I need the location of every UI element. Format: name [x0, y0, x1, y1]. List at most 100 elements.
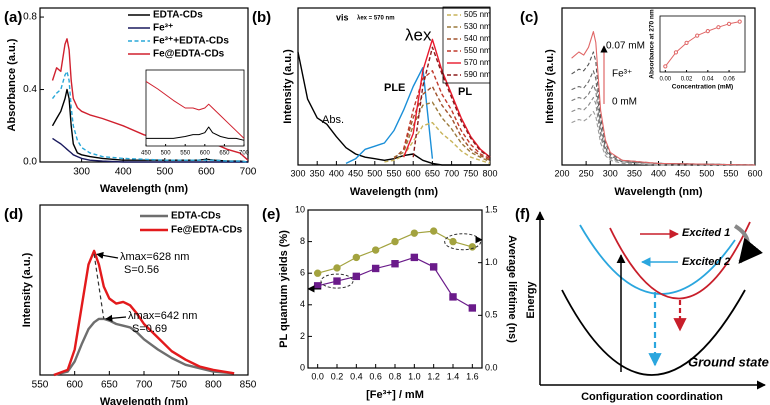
y-tick-label: 2 [300, 331, 305, 341]
legend-label: 590 nm [464, 70, 491, 79]
annotation: Abs. [322, 114, 344, 126]
data-point [663, 64, 668, 69]
panel-label: (a) [4, 9, 22, 26]
annotation: 0.07 mM [606, 41, 645, 52]
axis-label: Energy [525, 280, 537, 318]
y-tick-label: 10 [295, 204, 305, 214]
data-point [726, 21, 732, 26]
data-point [333, 264, 341, 272]
annotation: Fe³⁺ [612, 69, 632, 80]
legend-label: Fe@EDTA-CDs [171, 225, 243, 236]
x-tick-label: 0.06 [723, 76, 735, 82]
x-tick-label: 500 [699, 169, 714, 179]
excited-2-curve [579, 224, 736, 295]
data-point [468, 304, 477, 312]
legend-label: 550 nm [464, 46, 491, 55]
panel-label: (c) [520, 9, 538, 26]
x-tick-label: 700 [240, 167, 257, 178]
legend-label: Fe³⁺+EDTA-CDs [153, 36, 229, 47]
x-tick-label: 450 [141, 150, 152, 156]
annotation: λex = 570 nm [357, 16, 395, 22]
legend-label: Fe³⁺ [153, 23, 173, 34]
legend-label: EDTA-CDs [153, 10, 203, 21]
y-axis-label: Intensity (a.u.) [544, 49, 556, 124]
y-tick-label: 0 [300, 362, 305, 372]
annotation: 0 mM [612, 97, 637, 108]
series-line [571, 31, 756, 166]
x-tick-label: 0.02 [681, 76, 693, 82]
legend-label: Fe@EDTA-CDs [153, 49, 225, 60]
x-tick-label: 550 [723, 169, 738, 179]
annotation: λmax=642 nm [128, 310, 197, 322]
x-tick-label: 700 [239, 150, 250, 156]
x-tick-label: 350 [310, 169, 325, 179]
data-point [684, 40, 689, 45]
series-line [345, 67, 434, 165]
y-axis-label: Absorbance at 270 nm [649, 9, 656, 79]
y-tick-label: 6 [300, 268, 305, 278]
x-tick-label: 300 [603, 169, 618, 179]
data-point [695, 33, 700, 38]
data-point [352, 253, 361, 262]
x-tick-label: 850 [240, 380, 257, 391]
legend-label: EDTA-CDs [171, 211, 221, 222]
y-tick-label: 0.4 [23, 84, 37, 95]
data-point [391, 260, 399, 268]
x-axis-label: Wavelength (nm) [100, 396, 189, 405]
y-axis-label: Intensity (a.u.) [282, 49, 294, 124]
arrow [96, 251, 119, 259]
x-tick-label: 0.2 [331, 372, 344, 382]
x-tick-label: 650 [219, 150, 230, 156]
diagram-panel: (f) Energy Configuration coordination Ex… [515, 206, 769, 403]
legend-label: 530 nm [464, 22, 491, 31]
series-line [52, 137, 248, 163]
data-point [410, 253, 419, 262]
state-label: Ground state [688, 354, 769, 369]
data-point [737, 19, 742, 24]
data-point [371, 264, 380, 273]
x-tick-label: 500 [161, 150, 172, 156]
annotation: S=0.69 [132, 323, 167, 335]
plot-frame [307, 209, 483, 369]
state-label: Excited 2 [682, 256, 730, 268]
x-tick-label: 400 [651, 169, 666, 179]
x-tick-label: 750 [463, 169, 478, 179]
x-tick-label: 800 [205, 380, 222, 391]
x-tick-label: 400 [115, 167, 132, 178]
series-line [393, 101, 491, 163]
y-axis-label: Intensity (a.u.) [21, 252, 33, 327]
annotation: vis [336, 12, 349, 22]
x-tick-label: 300 [290, 169, 305, 179]
y-tick-label: 0.0 [23, 157, 37, 168]
y2-tick-label: 1.0 [485, 257, 498, 267]
series-line [412, 46, 491, 158]
series-line [571, 70, 756, 166]
data-point [410, 229, 419, 237]
x-tick-label: 650 [425, 169, 440, 179]
series-line [51, 70, 249, 163]
x-tick-label: 0.6 [369, 372, 382, 382]
x-tick-label: 550 [180, 150, 191, 156]
x-tick-label: 600 [406, 169, 421, 179]
x-tick-label: 250 [579, 169, 594, 179]
x-tick-label: 550 [32, 380, 49, 391]
data-point [449, 237, 457, 246]
data-point [673, 50, 679, 55]
x-tick-label: 450 [675, 169, 690, 179]
data-point [705, 29, 710, 34]
y2-tick-label: 1.5 [485, 204, 498, 214]
inset-frame [145, 69, 245, 147]
x-tick-label: 1.6 [466, 372, 479, 382]
guide-line [93, 253, 105, 319]
legend-frame [442, 6, 491, 84]
series-line [53, 317, 235, 377]
x-tick-label: 750 [170, 380, 187, 391]
data-point [371, 246, 380, 254]
annotation: PLE [384, 82, 405, 94]
x-tick-label: 800 [482, 169, 497, 179]
data-point [429, 263, 438, 271]
x-axis-label: Wavelength (nm) [100, 183, 189, 195]
y2-tick-label: 0.5 [485, 310, 498, 320]
data-point [429, 227, 438, 235]
